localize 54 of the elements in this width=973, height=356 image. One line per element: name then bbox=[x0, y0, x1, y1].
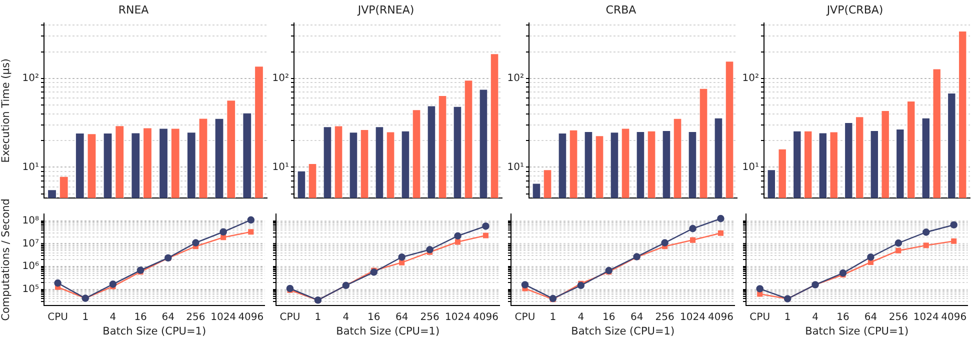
x-tick-label: 1024 bbox=[210, 312, 236, 323]
x-tick-label: 64 bbox=[864, 312, 878, 323]
x-tick-label: 256 bbox=[655, 312, 674, 323]
y-tick-label: 10¹ bbox=[742, 162, 759, 173]
x-tick-label: 16 bbox=[602, 312, 616, 323]
x-tick-label: 1024 bbox=[680, 312, 706, 323]
x-tick-label: 16 bbox=[134, 312, 147, 323]
y-tick-label: 10² bbox=[22, 73, 39, 84]
x-tick-label: 4 bbox=[578, 312, 584, 323]
y-tick-label: 10² bbox=[742, 73, 759, 84]
x-tick-label: 4 bbox=[812, 312, 818, 323]
chart-title: JVP(RNEA) bbox=[356, 3, 414, 16]
x-tick-label: 1024 bbox=[445, 312, 470, 323]
y-tick-label: 10¹ bbox=[507, 162, 524, 173]
x-tick-label: 1 bbox=[314, 312, 322, 323]
y-axis-title: Computations / Second bbox=[0, 198, 12, 321]
y-tick-label: 10² bbox=[507, 73, 524, 84]
x-tick-label: 16 bbox=[836, 312, 850, 323]
x-tick-label: 4096 bbox=[238, 312, 264, 323]
x-tick-label: CPU bbox=[48, 312, 68, 323]
x-tick-label: 64 bbox=[630, 312, 644, 323]
x-axis-title: Batch Size (CPU=1) bbox=[102, 325, 206, 338]
x-tick-label: 256 bbox=[186, 312, 206, 323]
x-tick-label: 4 bbox=[342, 312, 350, 323]
x-tick-label: 64 bbox=[162, 312, 175, 323]
chart-title: CRBA bbox=[606, 3, 637, 16]
x-tick-label: 64 bbox=[395, 312, 408, 323]
x-tick-label: 4096 bbox=[472, 312, 498, 323]
x-tick-label: 256 bbox=[420, 312, 440, 323]
x-tick-label: 1024 bbox=[913, 312, 939, 323]
y-tick-label: 10¹ bbox=[22, 162, 39, 173]
y-tick-label: 10⁵ bbox=[22, 284, 39, 296]
x-axis-title: Batch Size (CPU=1) bbox=[571, 325, 675, 338]
x-tick-label: 1 bbox=[550, 312, 556, 323]
y-tick-label: 10² bbox=[272, 73, 289, 84]
chart-title: JVP(CRBA) bbox=[826, 3, 884, 16]
x-tick-label: CPU bbox=[750, 312, 770, 323]
x-tick-label: 4 bbox=[110, 312, 116, 323]
chart-title: RNEA bbox=[118, 3, 150, 16]
y-tick-label: 10⁷ bbox=[22, 238, 39, 250]
x-tick-label: 4096 bbox=[941, 312, 967, 323]
x-axis-title: Batch Size (CPU=1) bbox=[336, 325, 440, 338]
x-axis-title: Batch Size (CPU=1) bbox=[805, 325, 909, 338]
x-tick-label: 1 bbox=[784, 312, 791, 323]
x-tick-label: 1 bbox=[82, 312, 89, 323]
y-tick-label: 10¹ bbox=[272, 162, 289, 173]
y-axis-title: Execution Time (μs) bbox=[0, 58, 12, 163]
x-tick-label: 16 bbox=[368, 312, 380, 323]
x-tick-label: 4096 bbox=[708, 312, 734, 323]
x-tick-label: CPU bbox=[280, 312, 300, 323]
y-tick-label: 10⁶ bbox=[22, 261, 39, 272]
x-tick-label: CPU bbox=[514, 312, 536, 323]
x-tick-label: 256 bbox=[888, 312, 908, 323]
y-tick-label: 10⁸ bbox=[22, 215, 39, 226]
